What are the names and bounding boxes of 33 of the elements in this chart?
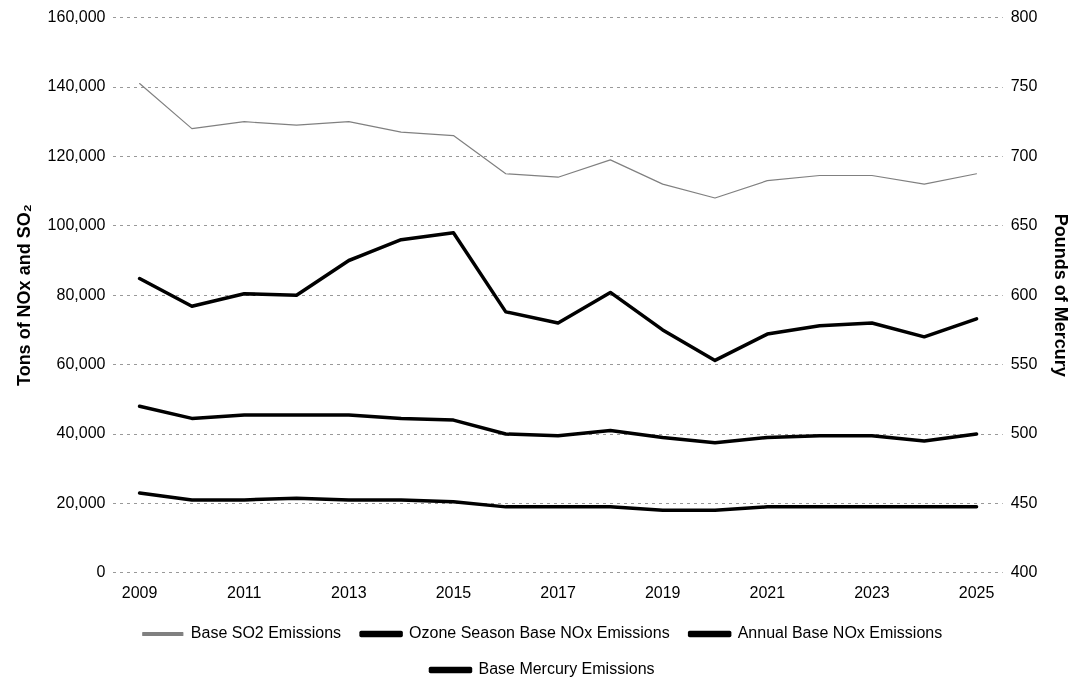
y2-tick-label: 650 bbox=[1010, 216, 1038, 234]
y2-axis-title: Pounds of Mercury bbox=[1051, 213, 1072, 377]
y2-tick-label: 800 bbox=[1010, 8, 1038, 26]
y-tick-label: 0 bbox=[96, 563, 106, 581]
y-axis-title: Tons of NOx and SO₂ bbox=[13, 204, 34, 387]
x-tick-label: 2025 bbox=[958, 583, 995, 601]
y-tick-label: 80,000 bbox=[56, 285, 106, 303]
x-tick-label: 2021 bbox=[749, 583, 786, 601]
x-tick-label: 2013 bbox=[331, 583, 367, 601]
y2-tick-label: 400 bbox=[1010, 563, 1038, 581]
legend-label: Annual Base NOx Emissions bbox=[737, 624, 943, 642]
legend-label: Base Mercury Emissions bbox=[478, 660, 655, 678]
y-tick-label: 140,000 bbox=[47, 77, 106, 95]
y2-tick-label: 700 bbox=[1010, 146, 1038, 164]
x-tick-label: 2019 bbox=[644, 583, 681, 601]
x-tick-label: 2011 bbox=[227, 583, 262, 601]
y2-tick-label: 550 bbox=[1010, 355, 1038, 373]
y2-tick-label: 600 bbox=[1010, 285, 1038, 303]
y-tick-label: 100,000 bbox=[47, 216, 106, 234]
x-tick-label: 2023 bbox=[854, 583, 890, 601]
y-tick-label: 60,000 bbox=[56, 355, 106, 373]
y-tick-label: 20,000 bbox=[56, 493, 106, 511]
x-tick-label: 2017 bbox=[540, 583, 576, 601]
y2-tick-label: 500 bbox=[1010, 424, 1038, 442]
y-tick-label: 120,000 bbox=[47, 146, 106, 164]
x-tick-label: 2009 bbox=[121, 583, 158, 601]
y2-tick-label: 750 bbox=[1010, 77, 1038, 95]
y2-tick-label: 450 bbox=[1010, 493, 1038, 511]
y-tick-label: 160,000 bbox=[47, 8, 106, 26]
y-tick-label: 40,000 bbox=[56, 424, 106, 442]
legend-label: Ozone Season Base NOx Emissions bbox=[409, 624, 670, 642]
x-tick-label: 2015 bbox=[435, 583, 472, 601]
legend-label: Base SO2 Emissions bbox=[190, 624, 342, 642]
